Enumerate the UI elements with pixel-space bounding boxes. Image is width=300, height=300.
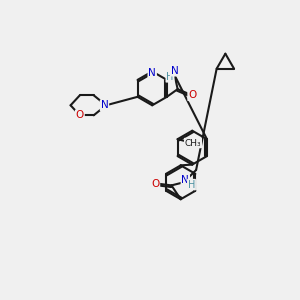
Text: N: N	[148, 68, 156, 78]
Text: H: H	[166, 72, 174, 82]
Text: O: O	[151, 179, 159, 189]
Text: CH₃: CH₃	[185, 139, 201, 148]
Text: O: O	[188, 90, 196, 100]
Text: N: N	[100, 100, 108, 110]
Text: O: O	[76, 110, 84, 120]
Text: H: H	[188, 180, 195, 190]
Text: N: N	[182, 175, 189, 185]
Text: N: N	[171, 66, 178, 76]
